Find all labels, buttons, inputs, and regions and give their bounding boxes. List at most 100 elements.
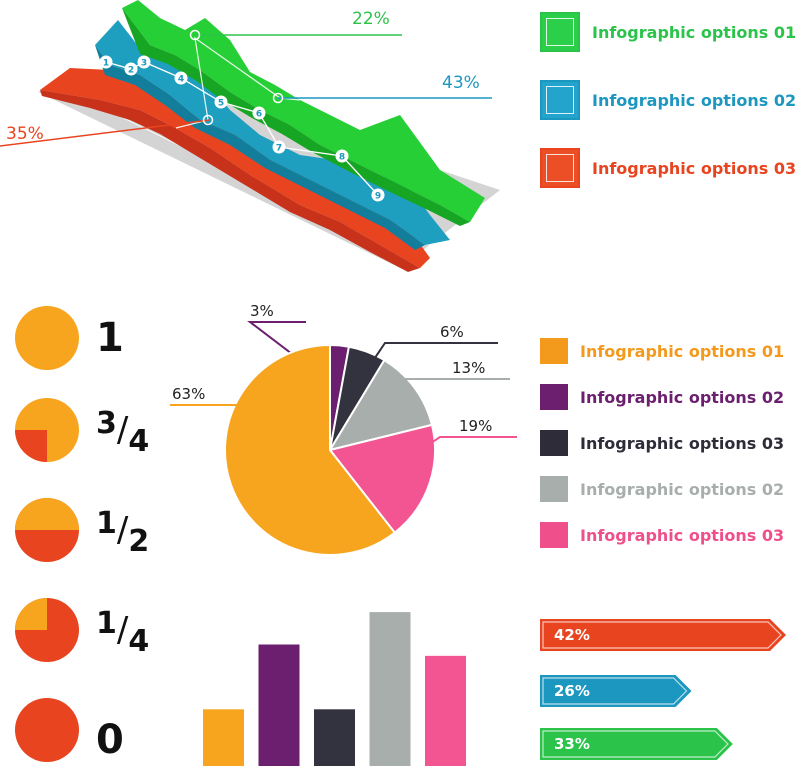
fraction-num: 1	[96, 606, 117, 641]
legend-label: Infographic options 03	[580, 525, 785, 545]
area-point	[137, 55, 151, 69]
fraction-fill	[15, 698, 79, 762]
pie-chart: 3% 6% 13% 19% 63%	[170, 302, 517, 556]
pie-legend-item: Infographic options 02	[540, 476, 784, 502]
callout-43: 43%	[442, 73, 480, 93]
pie-slice	[327, 358, 434, 452]
legend-swatch	[540, 476, 568, 502]
legend-label: Infographic options 02	[592, 90, 797, 110]
arrow-bar-label: 42%	[554, 626, 590, 644]
bar	[369, 612, 411, 766]
fraction-label-1-2: 1/2	[96, 506, 149, 557]
pie-slice-label: 6%	[440, 323, 464, 341]
area-point-label: 8	[339, 153, 345, 163]
fraction-circle-0	[15, 698, 79, 762]
arrow-bar: 33%	[540, 726, 735, 762]
legend-swatch	[540, 12, 580, 52]
fraction-circle-1-2	[15, 498, 79, 562]
area-point-label: 3	[141, 59, 147, 69]
pie-legend-item: Infographic options 03	[540, 522, 784, 548]
area-point	[252, 106, 266, 120]
pie-leader-line	[389, 436, 517, 472]
pie-slice-label: 13%	[452, 359, 485, 377]
legend-swatch	[540, 522, 568, 548]
pie-slice	[224, 343, 397, 556]
series-green	[122, 0, 485, 226]
fraction-num: 1	[96, 315, 124, 361]
fraction-num: 1	[96, 506, 117, 541]
arrow-shape	[540, 619, 786, 651]
series-orange	[40, 68, 430, 272]
arrow-shape	[540, 675, 692, 707]
legend-top-item-3: Infographic options 03	[540, 146, 796, 190]
bar	[425, 655, 466, 766]
area-point-label: 9	[375, 192, 381, 202]
bar-chart	[203, 612, 466, 766]
bar	[203, 709, 244, 766]
callout-line-35	[0, 119, 211, 147]
area-point	[371, 188, 385, 202]
legend-swatch	[540, 80, 580, 120]
legend-swatch	[540, 384, 568, 410]
area-point-label: 7	[276, 144, 282, 154]
area-point	[174, 71, 188, 85]
fraction-label-3-4: 3/4	[96, 406, 149, 457]
legend-label: Infographic options 03	[592, 158, 797, 178]
fraction-den: 4	[128, 424, 150, 459]
pie-legend-item: Infographic options 02	[540, 384, 784, 410]
fraction-circle-1	[15, 306, 79, 370]
area-point-label: 2	[128, 66, 134, 76]
fraction-label-1: 1	[96, 318, 124, 358]
pie-slice-label: 3%	[250, 302, 274, 320]
area-point-label: 4	[178, 75, 184, 85]
fraction-fill	[15, 598, 47, 630]
legend-top-item-1: Infographic options 01	[540, 10, 796, 54]
legend-label: Infographic options 02	[580, 387, 785, 407]
fraction-fill	[15, 306, 79, 370]
pie-leader-line	[170, 404, 272, 471]
bar	[314, 709, 355, 766]
legend-label: Infographic options 03	[580, 433, 785, 453]
area-point	[214, 95, 228, 109]
fraction-slash: /	[116, 510, 129, 550]
area-point	[335, 149, 349, 163]
arrow-bar: 42%	[540, 617, 788, 653]
area-point-label: 6	[256, 110, 262, 120]
fraction-label-1-4: 1/4	[96, 606, 149, 657]
legend-top-item-2: Infographic options 02	[540, 78, 796, 122]
fraction-den: 4	[128, 624, 150, 659]
fraction-slash: /	[116, 610, 129, 650]
pie-slice	[328, 423, 436, 535]
legend-swatch	[540, 338, 568, 364]
callout-22: 22%	[352, 9, 390, 29]
area-point	[99, 55, 113, 69]
arrow-bar-label: 33%	[554, 735, 590, 753]
arrow-bar-label: 26%	[554, 682, 590, 700]
legend-label: Infographic options 01	[592, 22, 797, 42]
legend-label: Infographic options 01	[580, 341, 785, 361]
area-point	[124, 62, 138, 76]
fraction-circle-1-4	[15, 598, 79, 662]
fraction-fill	[15, 498, 79, 530]
fraction-slash: /	[116, 410, 129, 450]
fraction-fill	[15, 430, 47, 462]
legend-swatch	[540, 430, 568, 456]
pie-leader-line	[351, 342, 498, 392]
fraction-num: 0	[96, 717, 124, 763]
fraction-label-0: 0	[96, 720, 124, 760]
pie-legend-item: Infographic options 03	[540, 430, 784, 456]
pie-slice-label: 19%	[459, 417, 492, 435]
fraction-circle-3-4	[15, 398, 79, 462]
area-point-label: 1	[103, 59, 109, 69]
pie-leader-line	[379, 378, 510, 414]
fraction-den: 2	[128, 524, 150, 559]
area-point	[272, 140, 286, 154]
arrow-shape	[540, 728, 733, 760]
legend-label: Infographic options 02	[580, 479, 785, 499]
callout-35: 35%	[6, 124, 44, 144]
pie-legend-item: Infographic options 01	[540, 338, 784, 364]
fraction-num: 3	[96, 406, 117, 441]
bar	[258, 644, 300, 766]
pie-slice-label: 63%	[172, 385, 205, 403]
